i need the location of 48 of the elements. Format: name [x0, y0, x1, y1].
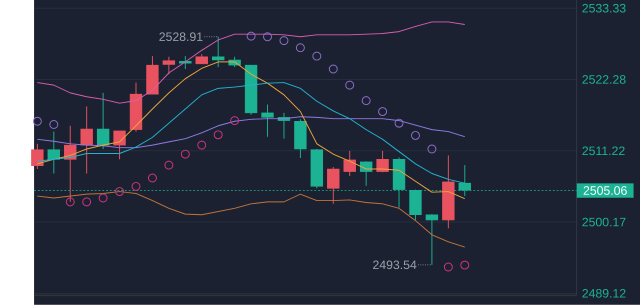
point	[394, 118, 404, 128]
candlestick	[426, 214, 438, 266]
point	[444, 262, 453, 272]
point	[32, 116, 42, 126]
point	[312, 52, 322, 61]
point	[230, 116, 240, 126]
point	[328, 64, 338, 74]
point	[164, 160, 174, 170]
candlestick	[113, 130, 126, 160]
point	[214, 130, 223, 140]
point	[148, 174, 157, 183]
y-tick-label: 2533.33	[582, 4, 626, 13]
y-tick-label: 2522.28	[582, 75, 626, 84]
candlestick	[212, 36, 224, 68]
candlestick	[96, 92, 110, 150]
candlestick	[162, 56, 176, 75]
point	[82, 197, 92, 206]
candlestick	[327, 166, 340, 204]
candlestick	[48, 131, 60, 174]
point	[180, 150, 190, 159]
annotation: 2493.54	[373, 260, 416, 270]
ref-line-label: 2505.06	[584, 186, 627, 195]
point	[132, 182, 140, 191]
point	[427, 144, 436, 154]
y-tick-label: 2511.22	[582, 146, 625, 156]
candlestick	[80, 106, 93, 174]
point	[362, 96, 371, 106]
candlestick	[31, 143, 44, 170]
point	[411, 131, 420, 140]
candlestick	[344, 150, 356, 177]
point	[345, 80, 354, 90]
candlestick	[196, 54, 208, 64]
candlestick	[360, 160, 372, 186]
point	[98, 194, 108, 203]
point	[115, 187, 124, 196]
point	[460, 260, 470, 270]
annotation: 2528.91	[159, 32, 202, 42]
candlestick	[261, 104, 274, 138]
point	[49, 120, 58, 129]
y-tick-label: 2500.17	[582, 218, 626, 226]
point	[296, 43, 305, 52]
point	[280, 36, 288, 46]
point	[197, 140, 206, 150]
y-tick-label: 2489.12	[582, 289, 626, 298]
point	[66, 197, 75, 206]
point	[246, 32, 256, 41]
point	[263, 32, 272, 42]
point	[378, 107, 388, 116]
